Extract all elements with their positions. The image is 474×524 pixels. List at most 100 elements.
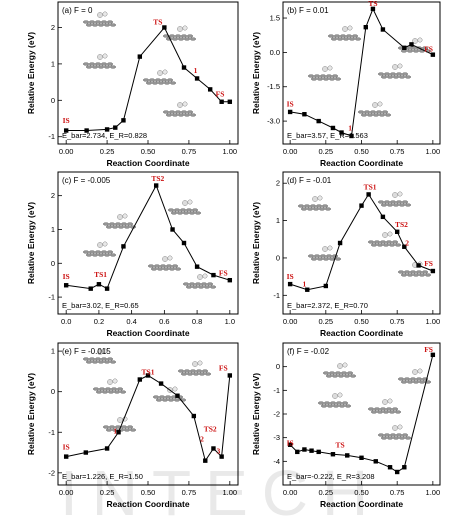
- adsorbate-atom: [102, 241, 108, 247]
- carbon-ring: [105, 428, 113, 432]
- chart-panel-b: -3.0 -1.5 0.0 1.5 0.00 0.25 0.50 0.75 1.00 Reacti…: [251, 0, 441, 168]
- carbon-ring: [401, 433, 409, 437]
- carbon-ring: [404, 436, 412, 440]
- molecule-sketch: [82, 348, 117, 364]
- x-tick-label: 0.50: [354, 147, 369, 156]
- data-point: [84, 128, 89, 133]
- carbon-ring: [370, 243, 378, 247]
- x-tick-label: 0.75: [182, 488, 197, 497]
- carbon-ring: [156, 267, 164, 271]
- carbon-ring: [344, 404, 352, 408]
- adsorbate-atom: [197, 274, 203, 280]
- carbon-ring: [322, 77, 330, 81]
- carbon-ring: [105, 225, 113, 229]
- energy-path-line: [289, 354, 434, 473]
- carbon-ring: [188, 211, 196, 215]
- carbon-ring: [185, 285, 193, 289]
- carbon-ring: [319, 74, 327, 78]
- molecule-sketch: [377, 63, 412, 79]
- carbon-ring: [403, 270, 411, 274]
- carbon-ring: [398, 75, 406, 79]
- x-axis-label: Reaction Coordinate: [320, 158, 403, 168]
- carbon-ring: [174, 267, 182, 271]
- data-point: [430, 52, 436, 57]
- carbon-ring: [392, 436, 400, 440]
- data-point: [416, 263, 421, 268]
- carbon-ring: [339, 34, 347, 38]
- molecule-sketch: [357, 101, 392, 117]
- adsorbate-atom: [162, 69, 168, 75]
- panel-title: (b) F = 0.01: [287, 6, 329, 15]
- carbon-ring: [189, 113, 197, 117]
- data-point: [287, 442, 293, 447]
- x-tick-label: 0.50: [354, 488, 369, 497]
- carbon-ring: [328, 371, 336, 375]
- data-point: [88, 286, 93, 291]
- carbon-ring: [95, 390, 103, 394]
- adsorbate-atom: [382, 399, 388, 405]
- state-label: TS: [368, 0, 377, 8]
- carbon-ring: [91, 360, 99, 364]
- carbon-ring: [373, 407, 381, 411]
- carbon-ring: [406, 380, 414, 384]
- adsorbate-atom: [342, 362, 348, 368]
- carbon-ring: [348, 37, 356, 41]
- y-tick-label: -2: [273, 410, 280, 419]
- carbon-ring: [375, 110, 383, 114]
- molecule-sketch: [377, 424, 412, 440]
- y-axis-label: Relative Energy (eV): [251, 373, 261, 455]
- carbon-ring: [409, 270, 417, 274]
- data-point: [302, 112, 307, 117]
- molecule-sketch: [367, 231, 402, 247]
- carbon-ring: [395, 200, 403, 204]
- carbon-ring: [310, 77, 318, 81]
- carbon-ring: [201, 369, 209, 373]
- carbon-ring: [325, 74, 333, 78]
- adsorbate-atom: [97, 349, 103, 355]
- chart-panel-e: -2 -1 0 1 0.00 0.25 0.50 0.75 1.00 Reaction Coord…: [26, 342, 239, 509]
- y-tick-label: 0: [51, 259, 55, 268]
- state-label: FS: [216, 90, 225, 99]
- carbon-ring: [209, 285, 217, 289]
- data-point: [104, 127, 110, 132]
- data-point: [181, 240, 187, 246]
- adsorbate-atom: [322, 66, 328, 72]
- carbon-ring: [409, 377, 417, 381]
- carbon-ring: [319, 254, 327, 258]
- carbon-ring: [163, 81, 171, 85]
- carbon-ring: [173, 208, 181, 212]
- carbon-ring: [168, 34, 176, 38]
- data-point: [121, 244, 126, 249]
- carbon-ring: [126, 425, 134, 429]
- x-tick-label: 0.00: [59, 147, 74, 156]
- carbon-ring: [167, 398, 175, 402]
- adsorbate-atom: [382, 232, 388, 238]
- carbon-ring: [113, 390, 121, 394]
- carbon-ring: [376, 243, 384, 247]
- data-point: [137, 54, 143, 59]
- adsorbate-atom: [117, 214, 123, 220]
- data-point: [345, 453, 350, 458]
- carbon-ring: [191, 208, 199, 212]
- state-label: IS: [287, 438, 294, 447]
- molecule-sketch: [82, 11, 117, 27]
- adsorbate-atom: [417, 368, 423, 374]
- carbon-ring: [334, 257, 342, 261]
- data-point: [430, 268, 436, 274]
- carbon-ring: [183, 369, 191, 373]
- state-label: IS: [63, 443, 70, 452]
- data-point: [394, 229, 400, 234]
- y-tick-label: 1: [51, 59, 55, 68]
- molecule-sketch: [177, 360, 212, 376]
- adsorbate-atom: [397, 63, 403, 69]
- carbon-ring: [150, 267, 158, 271]
- energy-annotation: E_bar=2.734, E_R=0.828: [62, 131, 147, 140]
- carbon-ring: [92, 387, 100, 391]
- data-point: [323, 283, 329, 289]
- carbon-ring: [328, 257, 336, 261]
- energy-path-line: [290, 7, 434, 137]
- x-tick-label: 0.50: [354, 317, 369, 326]
- adsorbate-atom: [157, 70, 163, 76]
- carbon-ring: [398, 436, 406, 440]
